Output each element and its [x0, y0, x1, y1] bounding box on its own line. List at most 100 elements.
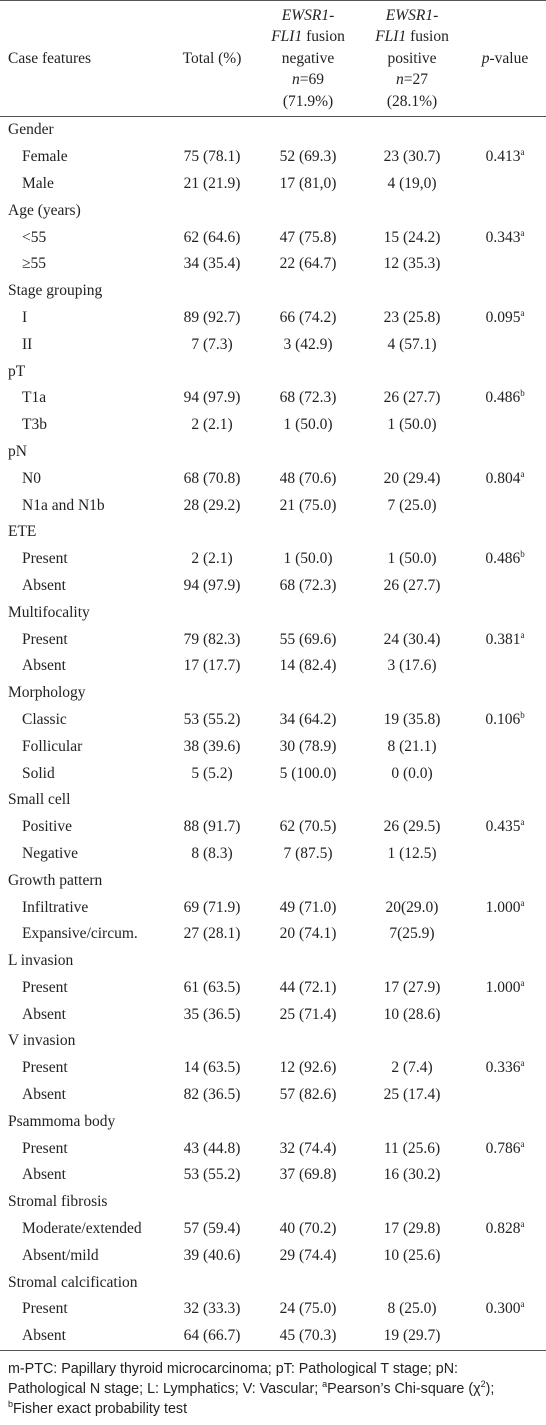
cell-negative: 30 (78.9): [279, 737, 337, 755]
row-label: Present: [22, 1139, 68, 1157]
cell-total: 53 (55.2): [183, 1166, 241, 1184]
p-value: [464, 921, 546, 948]
cell-total: 38 (39.6): [183, 737, 241, 755]
cell-negative: 44 (72.1): [279, 978, 337, 996]
group-label: Age (years): [8, 201, 81, 219]
p-number: 0.435: [485, 818, 521, 836]
text-segment: (71.9%): [282, 92, 334, 110]
cell-negative: 14 (82.4): [279, 657, 337, 675]
cell-total: 34 (35.4): [183, 255, 241, 273]
group-label: V invasion: [8, 1032, 76, 1050]
p-number: 0.336: [485, 1059, 521, 1077]
cell-total: 17 (17.7): [183, 657, 241, 675]
text-segment: Case features: [8, 49, 92, 67]
p-number: 0.381: [485, 630, 521, 648]
p-number: 0.486: [485, 550, 521, 568]
data-row: Absent/mild 39 (40.6) 29 (74.4) 10 (25.6): [0, 1242, 546, 1269]
cell-positive: 10 (25.6): [383, 1246, 441, 1264]
p-note: a: [520, 897, 525, 908]
p-number: 0.300: [485, 1300, 521, 1318]
cell-negative: 52 (69.3): [279, 148, 337, 166]
row-label: N0: [22, 469, 41, 487]
p-number: 0.343: [485, 228, 521, 246]
row-label: Positive: [22, 818, 72, 836]
row-label: Absent: [22, 1166, 66, 1184]
cell-negative: 40 (70.2): [279, 1220, 337, 1238]
cell-total: 94 (97.9): [183, 389, 241, 407]
text-segment: negative: [281, 49, 335, 67]
cell-positive: 1 (50.0): [387, 550, 437, 568]
data-row: Present 43 (44.8) 32 (74.4) 11 (25.6) 0.786a: [0, 1135, 546, 1162]
cell-positive: 0 (0.0): [391, 764, 433, 782]
row-label: T1a: [22, 389, 47, 407]
cell-positive: 16 (30.2): [383, 1166, 441, 1184]
text-segment: fusion: [302, 28, 345, 46]
row-label: Follicular: [22, 737, 83, 755]
text-segment: =27: [403, 71, 428, 89]
text-segment: FLI1: [271, 28, 303, 46]
cell-positive: 12 (35.3): [383, 255, 441, 273]
row-label: Present: [22, 630, 68, 648]
data-row: Moderate/extended 57 (59.4) 40 (70.2) 17 (2…: [0, 1216, 546, 1243]
p-value: [464, 1082, 546, 1109]
p-note: b: [520, 709, 525, 720]
data-row: Present 2 (2.1) 1 (50.0) 1 (50.0) 0.486b: [0, 546, 546, 573]
row-label: Classic: [22, 710, 67, 728]
cell-positive: 10 (28.6): [383, 1005, 441, 1023]
p-note: a: [520, 816, 525, 827]
row-label: Male: [22, 174, 54, 192]
group-row: Small cell: [0, 787, 546, 814]
cell-total: 2 (2.1): [191, 550, 233, 568]
cell-total: 88 (91.7): [183, 818, 241, 836]
cell-negative: 62 (70.5): [279, 818, 337, 836]
p-note: a: [520, 1138, 525, 1149]
text-segment: Fisher exact probability test: [13, 1400, 188, 1417]
cell-total: 5 (5.2): [191, 764, 233, 782]
row-label: Absent: [22, 657, 66, 675]
p-value: 0.435a: [464, 814, 546, 841]
p-number: 0.095: [485, 308, 521, 326]
p-value: 0.336a: [464, 1055, 546, 1082]
row-label: ≥55: [22, 255, 47, 273]
column-header: Case features: [0, 0, 168, 117]
text-segment: EWSR1-: [385, 6, 439, 24]
cell-total: 62 (64.6): [183, 228, 241, 246]
cell-positive: 20 (29.4): [383, 469, 441, 487]
cell-total: 64 (66.7): [183, 1327, 241, 1345]
p-value: [464, 331, 546, 358]
p-number: 0.106: [485, 710, 521, 728]
footnote: m-PTC: Papillary thyroid microcarcinoma;…: [0, 1351, 546, 1419]
data-row: Negative 8 (8.3) 7 (87.5) 1 (12.5): [0, 841, 546, 868]
text-segment: 2: [480, 1378, 486, 1389]
cell-negative: 7 (87.5): [283, 844, 333, 862]
group-label: Psammoma body: [8, 1112, 116, 1130]
group-row: ETE: [0, 519, 546, 546]
data-row: <55 62 (64.6) 47 (75.8) 15 (24.2) 0.343a: [0, 224, 546, 251]
cell-positive: 4 (57.1): [387, 335, 437, 353]
cell-total: 32 (33.3): [183, 1300, 241, 1318]
column-header: Total (%): [168, 0, 256, 117]
p-value: [464, 1162, 546, 1189]
group-label: pT: [8, 362, 26, 380]
text-segment: EWSR1-: [281, 6, 335, 24]
text-segment: n: [396, 71, 404, 89]
cell-negative: 3 (42.9): [283, 335, 333, 353]
row-label: Absent: [22, 1005, 66, 1023]
cell-positive: 11 (25.6): [383, 1139, 441, 1157]
p-value: 1.000a: [464, 975, 546, 1002]
data-row: Absent 53 (55.2) 37 (69.8) 16 (30.2): [0, 1162, 546, 1189]
group-row: Gender: [0, 117, 546, 144]
cell-total: 14 (63.5): [183, 1059, 241, 1077]
cell-positive: 7 (25.0): [387, 496, 437, 514]
text-segment: n: [292, 71, 300, 89]
group-row: Morphology: [0, 680, 546, 707]
row-label: II: [22, 335, 33, 353]
group-row: L invasion: [0, 948, 546, 975]
p-note: a: [520, 1058, 525, 1069]
text-segment: (28.1%): [386, 92, 438, 110]
data-table: Case features Total (%) EWSR1- FLI1 fusion n…: [0, 0, 546, 1351]
cell-negative: 29 (74.4): [279, 1246, 337, 1264]
data-row: Expansive/circum. 27 (28.1) 20 (74.1) 7(25.…: [0, 921, 546, 948]
text-segment: Pearson’s Chi-square (χ: [327, 1380, 481, 1397]
